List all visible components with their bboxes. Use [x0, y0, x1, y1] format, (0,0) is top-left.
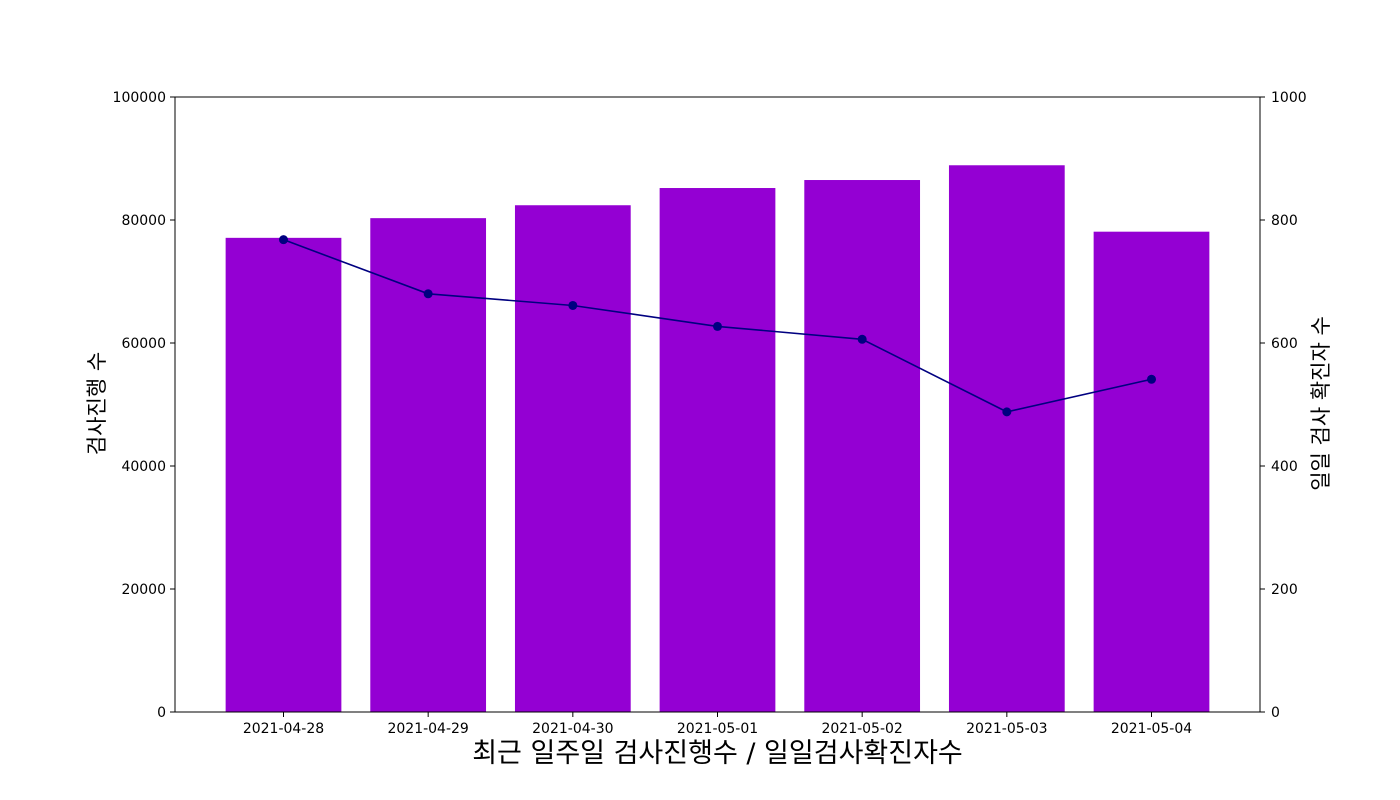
line-point-2021-05-02: [857, 334, 867, 344]
right-tick-label: 800: [1271, 213, 1298, 229]
chart-title: 최근 일주일 검사진행수 / 일일검사확진자수: [472, 738, 963, 769]
left-tick-label: 20000: [121, 582, 166, 598]
x-tick-label: 2021-04-29: [387, 721, 468, 737]
bar-2021-04-28: [225, 237, 342, 712]
line-point-2021-04-29: [423, 289, 433, 299]
right-tick-label: 0: [1271, 705, 1280, 721]
right-tick-label: 1000: [1271, 90, 1307, 106]
x-tick-label: 2021-04-28: [243, 721, 324, 737]
bar-2021-04-30: [514, 205, 631, 713]
bar-2021-05-04: [1093, 231, 1210, 712]
right-tick-label: 200: [1271, 582, 1298, 598]
line-layer: [279, 235, 1156, 417]
line-point-2021-05-04: [1147, 374, 1156, 384]
right-tick-label: 400: [1271, 459, 1298, 475]
right-tick-label: 600: [1271, 336, 1298, 352]
left-tick-label: 100000: [113, 90, 166, 106]
x-tick-label: 2021-05-01: [677, 721, 758, 737]
line-point-2021-05-03: [1002, 407, 1012, 417]
bar-2021-05-03: [948, 165, 1065, 712]
x-tick-label: 2021-05-03: [966, 721, 1047, 737]
line-point-2021-05-01: [713, 321, 722, 331]
left-y-axis: 0 20000 40000 60000 80000 100000: [113, 90, 175, 721]
bar-2021-04-29: [370, 218, 487, 712]
x-axis: 2021-04-28 2021-04-29 2021-04-30 2021-05-01…: [243, 712, 1192, 737]
bar-2021-05-01: [659, 188, 776, 712]
right-axis-title: 일일 검사 확진자 수: [1309, 316, 1333, 491]
left-tick-label: 60000: [121, 336, 166, 352]
x-tick-label: 2021-05-02: [821, 721, 902, 737]
x-tick-label: 2021-04-30: [532, 721, 613, 737]
left-tick-label: 0: [157, 705, 166, 721]
bar-2021-05-02: [804, 180, 921, 712]
x-tick-label: 2021-05-04: [1111, 721, 1192, 737]
left-tick-label: 80000: [121, 213, 166, 229]
left-axis-title: 검사진행 수: [85, 352, 109, 455]
line-point-2021-04-30: [568, 300, 578, 310]
left-tick-label: 40000: [121, 459, 166, 475]
right-y-axis: 0 200 400 600 800 1000: [1260, 90, 1307, 721]
line-point-2021-04-28: [279, 235, 288, 245]
bars-layer: [225, 165, 1210, 713]
